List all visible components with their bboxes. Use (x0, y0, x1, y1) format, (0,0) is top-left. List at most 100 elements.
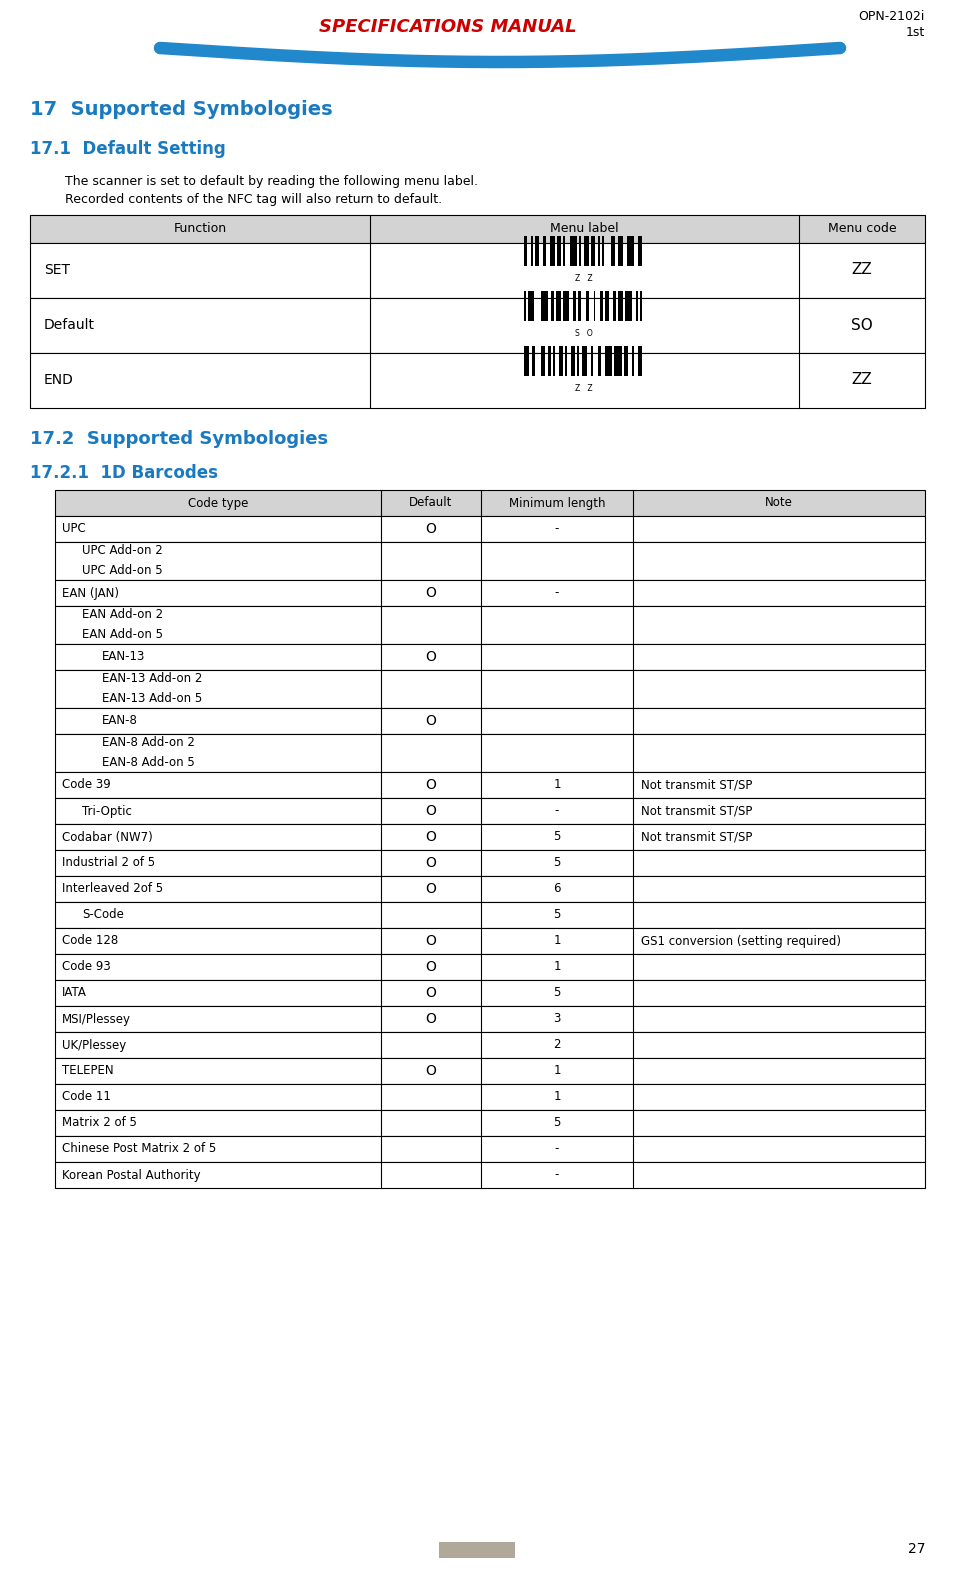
Bar (30, 352, 925, 408)
Text: OPN-2102i: OPN-2102i (859, 10, 925, 22)
Text: Codabar (NW7): Codabar (NW7) (62, 830, 153, 844)
Bar (550, 236, 555, 267)
Text: 1st: 1st (905, 25, 925, 40)
Text: 5: 5 (553, 987, 561, 1000)
Text: ZZ: ZZ (852, 262, 872, 278)
Text: 1: 1 (553, 1090, 561, 1103)
Text: END: END (44, 373, 74, 387)
Bar (636, 290, 638, 321)
Bar (541, 290, 547, 321)
Bar (55, 1059, 925, 1084)
Text: 6: 6 (553, 882, 561, 895)
Text: EAN-13 Add-on 2: EAN-13 Add-on 2 (102, 673, 202, 686)
Text: 17.1  Default Setting: 17.1 Default Setting (30, 140, 225, 159)
Bar (55, 981, 925, 1006)
Bar (55, 1032, 925, 1059)
Text: O: O (426, 882, 436, 897)
Text: UPC Add-on 2: UPC Add-on 2 (82, 544, 162, 557)
Bar (524, 236, 527, 267)
Text: O: O (426, 830, 436, 844)
Bar (55, 606, 925, 644)
Bar (532, 346, 536, 376)
Text: UPC: UPC (62, 522, 86, 535)
Text: 5: 5 (553, 908, 561, 922)
Text: Code 11: Code 11 (62, 1090, 111, 1103)
Bar (625, 290, 631, 321)
Bar (55, 1109, 925, 1136)
Text: EAN-8: EAN-8 (102, 714, 138, 727)
Bar (55, 516, 925, 543)
Text: 17  Supported Symbologies: 17 Supported Symbologies (30, 100, 332, 119)
Bar (598, 236, 601, 267)
Text: O: O (426, 805, 436, 817)
Bar (55, 1084, 925, 1109)
Text: O: O (426, 1063, 436, 1078)
Text: O: O (426, 935, 436, 947)
Bar (55, 543, 925, 579)
Bar (584, 236, 589, 267)
Text: O: O (426, 1013, 436, 1027)
Bar (55, 954, 925, 981)
Bar (55, 824, 925, 851)
Text: Note: Note (765, 497, 793, 509)
Bar (55, 928, 925, 954)
Bar (603, 236, 605, 267)
Bar (565, 346, 567, 376)
Bar (439, 1543, 515, 1558)
Bar (55, 771, 925, 798)
Text: SO: SO (851, 317, 873, 333)
Text: Interleaved 2of 5: Interleaved 2of 5 (62, 882, 163, 895)
Text: EAN-8 Add-on 2: EAN-8 Add-on 2 (102, 736, 195, 749)
Bar (562, 290, 569, 321)
Text: 27: 27 (907, 1543, 925, 1555)
Bar (591, 236, 595, 267)
Text: Matrix 2 of 5: Matrix 2 of 5 (62, 1117, 137, 1130)
Text: ZZ: ZZ (852, 373, 872, 387)
Text: EAN Add-on 2: EAN Add-on 2 (82, 608, 163, 622)
Text: O: O (426, 522, 436, 536)
Bar (551, 290, 554, 321)
Bar (600, 290, 604, 321)
Text: TELEPEN: TELEPEN (62, 1065, 114, 1078)
Bar (55, 876, 925, 901)
Bar (573, 290, 576, 321)
Text: Code type: Code type (188, 497, 248, 509)
Text: 1: 1 (553, 779, 561, 792)
Text: UPC Add-on 5: UPC Add-on 5 (82, 563, 162, 576)
Bar (524, 290, 526, 321)
Text: Not transmit ST/SP: Not transmit ST/SP (641, 805, 753, 817)
Text: Default: Default (410, 497, 453, 509)
Bar (614, 346, 622, 376)
Text: -: - (555, 805, 560, 817)
Bar (611, 236, 615, 267)
Bar (570, 236, 577, 267)
Bar (578, 290, 581, 321)
Text: Menu label: Menu label (550, 222, 618, 235)
Text: 5: 5 (553, 830, 561, 844)
Text: 3: 3 (553, 1013, 561, 1025)
Bar (577, 346, 580, 376)
Bar (571, 346, 575, 376)
Bar (632, 346, 634, 376)
Bar (619, 290, 623, 321)
Bar (548, 346, 551, 376)
Bar (558, 236, 561, 267)
Bar (638, 346, 642, 376)
Bar (531, 236, 533, 267)
Bar (626, 236, 633, 267)
Text: 1: 1 (553, 935, 561, 947)
Bar (585, 290, 589, 321)
Text: 1: 1 (553, 960, 561, 973)
Bar (30, 298, 925, 352)
Text: Function: Function (174, 222, 226, 235)
Text: IATA: IATA (62, 987, 87, 1000)
Bar (599, 346, 601, 376)
Bar (30, 214, 925, 243)
Bar (55, 1162, 925, 1189)
Bar (55, 735, 925, 771)
Text: 5: 5 (553, 857, 561, 870)
Bar (543, 236, 545, 267)
Text: Z   Z: Z Z (575, 384, 593, 394)
Text: SPECIFICATIONS MANUAL: SPECIFICATIONS MANUAL (319, 17, 576, 37)
Bar (55, 644, 925, 670)
